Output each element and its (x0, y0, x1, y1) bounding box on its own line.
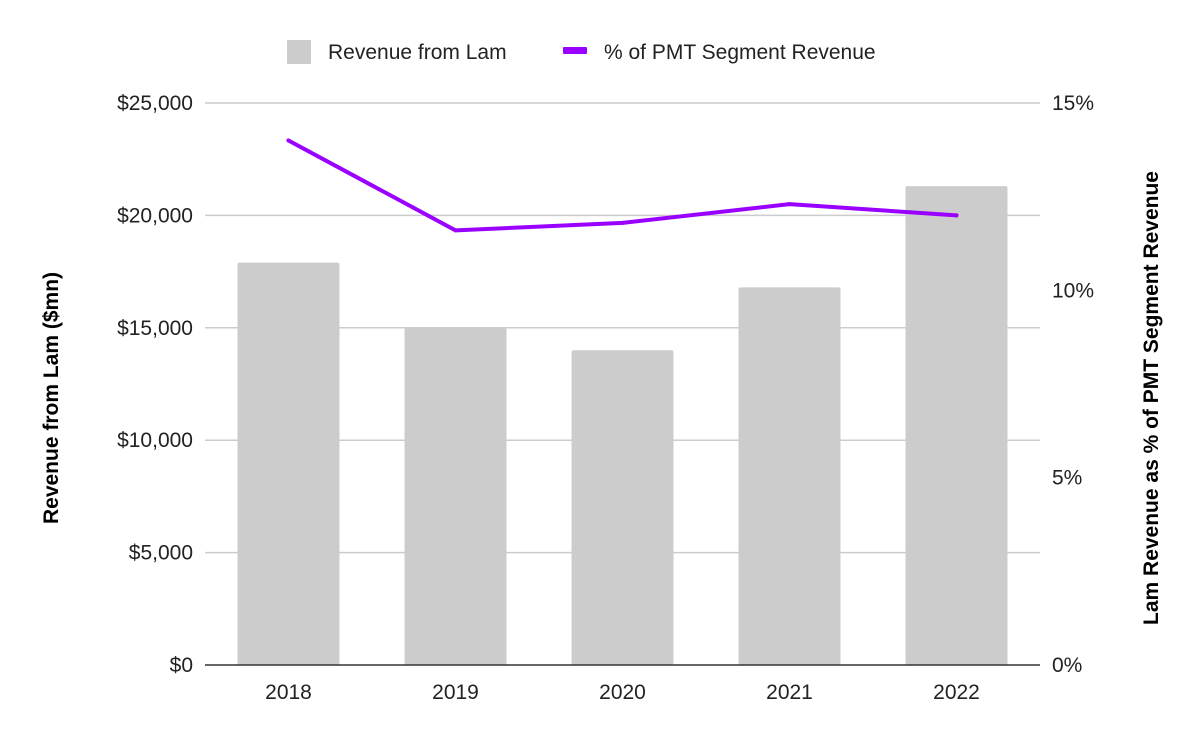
left-axis-title: Revenue from Lam ($mn) (40, 272, 63, 524)
line-point-2019 (453, 228, 458, 233)
legend-swatch-revenue (287, 40, 311, 64)
right-axis-ticks: 0% 5% 10% 15% (1052, 92, 1094, 677)
legend-swatch-percent (563, 47, 587, 54)
x-tick-label: 2021 (766, 681, 813, 704)
left-tick-label: $10,000 (117, 429, 193, 452)
line-point-2021 (787, 202, 792, 207)
right-axis-title: Lam Revenue as % of PMT Segment Revenue (1140, 171, 1163, 625)
line-point-2020 (620, 220, 625, 225)
x-tick-label: 2018 (265, 681, 312, 704)
x-tick-label: 2019 (432, 681, 479, 704)
right-tick-label: 10% (1052, 279, 1094, 302)
right-tick-label: 15% (1052, 92, 1094, 115)
bar-2021 (738, 287, 841, 665)
legend-label-revenue: Revenue from Lam (328, 41, 507, 64)
left-axis-ticks: $0 $5,000 $10,000 $15,000 $20,000 $25,000 (117, 92, 193, 677)
right-tick-label: 5% (1052, 467, 1082, 490)
bar-2019 (404, 327, 507, 665)
x-tick-label: 2022 (933, 681, 980, 704)
right-tick-label: 0% (1052, 654, 1082, 677)
line-series (286, 138, 959, 233)
left-tick-label: $5,000 (129, 542, 193, 565)
line-point-2018 (286, 138, 291, 143)
bar-series (237, 186, 1008, 665)
legend-label-percent: % of PMT Segment Revenue (604, 41, 876, 64)
left-tick-label: $20,000 (117, 204, 193, 227)
left-tick-label: $25,000 (117, 92, 193, 115)
line-point-2022 (954, 213, 959, 218)
percent-line (286, 138, 959, 233)
bar-2022 (905, 186, 1008, 665)
x-axis-ticks: 2018 2019 2020 2021 2022 (265, 681, 980, 704)
left-tick-label: $15,000 (117, 317, 193, 340)
x-tick-label: 2020 (599, 681, 646, 704)
left-tick-label: $0 (170, 654, 193, 677)
bar-2020 (571, 350, 674, 665)
gridlines (205, 102, 1040, 554)
legend: Revenue from Lam % of PMT Segment Revenu… (287, 40, 876, 64)
bar-2018 (237, 262, 340, 665)
